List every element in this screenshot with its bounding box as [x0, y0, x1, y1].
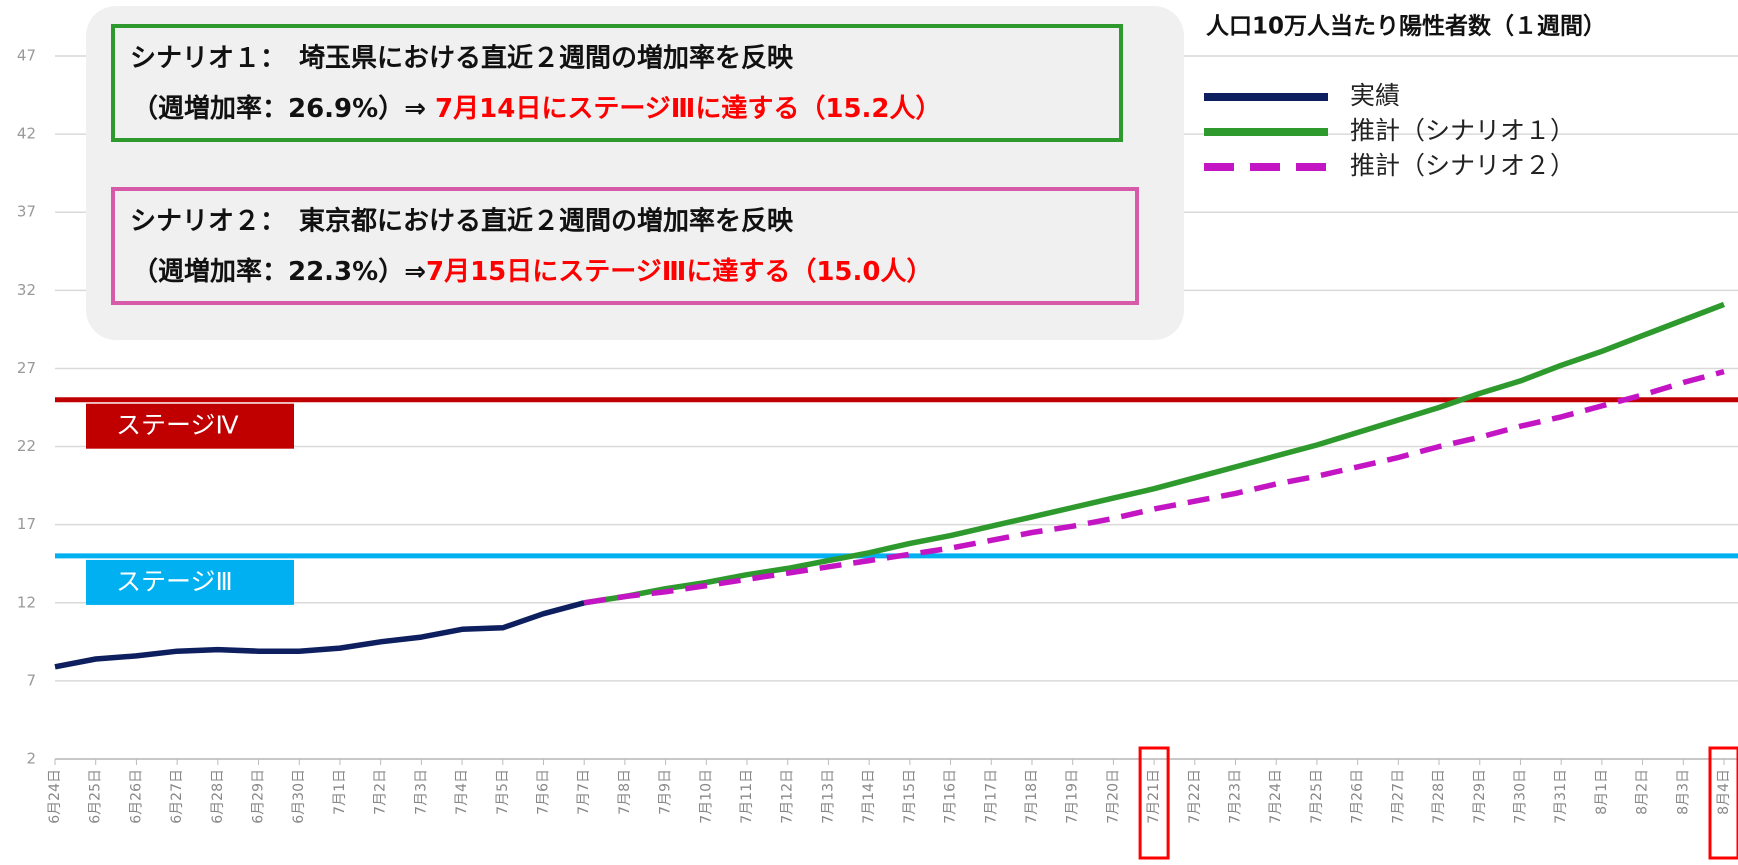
x-tick-label: 7月3日 — [413, 769, 429, 815]
x-tick-label: 7月4日 — [454, 769, 470, 815]
x-tick-label: 7月14日 — [861, 769, 877, 824]
x-tick-label: 7月17日 — [983, 769, 999, 824]
x-tick-label: 8月1日 — [1594, 769, 1610, 815]
x-tick-label: 7月13日 — [820, 769, 836, 824]
highlight-box — [1708, 746, 1738, 860]
x-tick-label: 7月24日 — [1268, 769, 1284, 824]
x-tick-label: 7月18日 — [1024, 769, 1040, 824]
x-tick-label: 7月7日 — [576, 769, 592, 815]
x-tick-label: 7月26日 — [1350, 769, 1366, 824]
x-tick-label: 7月19日 — [1065, 769, 1081, 824]
x-tick-label: 7月25日 — [1309, 769, 1325, 824]
y-tick-label: 22 — [17, 437, 36, 455]
x-tick-label: 6月25日 — [88, 769, 104, 824]
annotation-line: （週増加率：26.9%）⇒ 7月14日にステージⅢに達する（15.2人） — [132, 93, 942, 124]
x-tick-label: 7月5日 — [495, 769, 511, 815]
panel — [86, 6, 1184, 340]
x-tick-label: 7月10日 — [698, 769, 714, 824]
chart-title: 人口10万人当たり陽性者数（１週間） — [1206, 13, 1606, 40]
x-tick-label: 8月2日 — [1635, 769, 1651, 815]
annotation-title: シナリオ１： 埼玉県における直近２週間の増加率を反映 — [130, 43, 793, 74]
x-tick-label: 6月27日 — [169, 769, 185, 824]
x-tick-label: 7月16日 — [943, 769, 959, 824]
annotation-title: シナリオ２： 東京都における直近２週間の増加率を反映 — [130, 206, 793, 237]
x-tick-label: 6月28日 — [210, 769, 226, 824]
x-tick-label: 7月1日 — [332, 769, 348, 815]
x-tick-label: 6月30日 — [291, 769, 307, 824]
stage-label: ステージⅢ — [116, 567, 233, 596]
y-tick-label: 37 — [17, 203, 36, 221]
stage-label: ステージⅣ — [116, 411, 239, 440]
series-line — [583, 301, 1725, 606]
x-tick-label: 7月29日 — [1472, 769, 1488, 824]
x-tick-label: 7月27日 — [1390, 769, 1406, 824]
y-tick-label: 32 — [17, 281, 36, 299]
annotation-rate: （週増加率：26.9%）⇒ — [132, 93, 435, 124]
x-tick-label: 8月4日 — [1716, 769, 1732, 815]
y-tick-label: 47 — [17, 47, 36, 65]
y-tick-label: 27 — [17, 359, 36, 377]
annotation-line: （週増加率：22.3%）⇒7月15日にステージⅢに達する（15.0人） — [132, 256, 932, 287]
highlight-box — [1138, 746, 1170, 860]
x-tick-label: 7月30日 — [1512, 769, 1528, 824]
stage-label-box — [86, 559, 294, 605]
x-tick-label: 6月29日 — [251, 769, 267, 824]
x-tick-label: 7月15日 — [902, 769, 918, 824]
x-tick-label: 7月28日 — [1431, 769, 1447, 824]
annotation-result: 7月15日にステージⅢに達する（15.0人） — [426, 257, 932, 287]
x-tick-label: 7月12日 — [780, 769, 796, 824]
x-tick-label: 7月22日 — [1187, 769, 1203, 824]
legend-label: 実績 — [1350, 81, 1400, 110]
annotation-box — [111, 24, 1123, 142]
series-line — [54, 600, 585, 670]
x-tick-label: 8月3日 — [1675, 769, 1691, 815]
x-tick-label: 7月31日 — [1553, 769, 1569, 824]
plot: ステージⅣ ステージⅢ — [54, 301, 1738, 670]
y-tick-label: 12 — [17, 593, 36, 611]
annotation-rate: （週増加率：22.3%）⇒ — [132, 256, 426, 287]
series-line — [583, 368, 1725, 606]
x-tick-label: 7月21日 — [1146, 769, 1162, 824]
y-tick-label: 17 — [17, 515, 36, 533]
legend-label: 推計（シナリオ２） — [1350, 151, 1575, 180]
x-tick-label: 7月9日 — [658, 769, 674, 815]
x-tick-label: 7月20日 — [1105, 769, 1121, 824]
annotation-result: 7月14日にステージⅢに達する（15.2人） — [435, 94, 941, 124]
x-tick-label: 7月23日 — [1228, 769, 1244, 824]
x-tick-label: 7月2日 — [373, 769, 389, 815]
y-tick-label: 7 — [26, 671, 36, 689]
x-tick-label: 7月8日 — [617, 769, 633, 815]
stage-label-box — [86, 403, 294, 449]
x-tick-label: 7月6日 — [535, 769, 551, 815]
x-tick-label: 7月11日 — [739, 769, 755, 824]
annotation-panel: シナリオ１： 埼玉県における直近２週間の増加率を反映 （週増加率：26.9%）⇒ … — [86, 6, 1184, 340]
y-tick-label: 2 — [26, 750, 36, 768]
y-tick-label: 42 — [17, 125, 36, 143]
annotation-box — [111, 187, 1139, 305]
legend-label: 推計（シナリオ１） — [1350, 116, 1575, 145]
x-tick-label: 6月24日 — [47, 769, 63, 824]
x-tick-label: 6月26日 — [128, 769, 144, 824]
